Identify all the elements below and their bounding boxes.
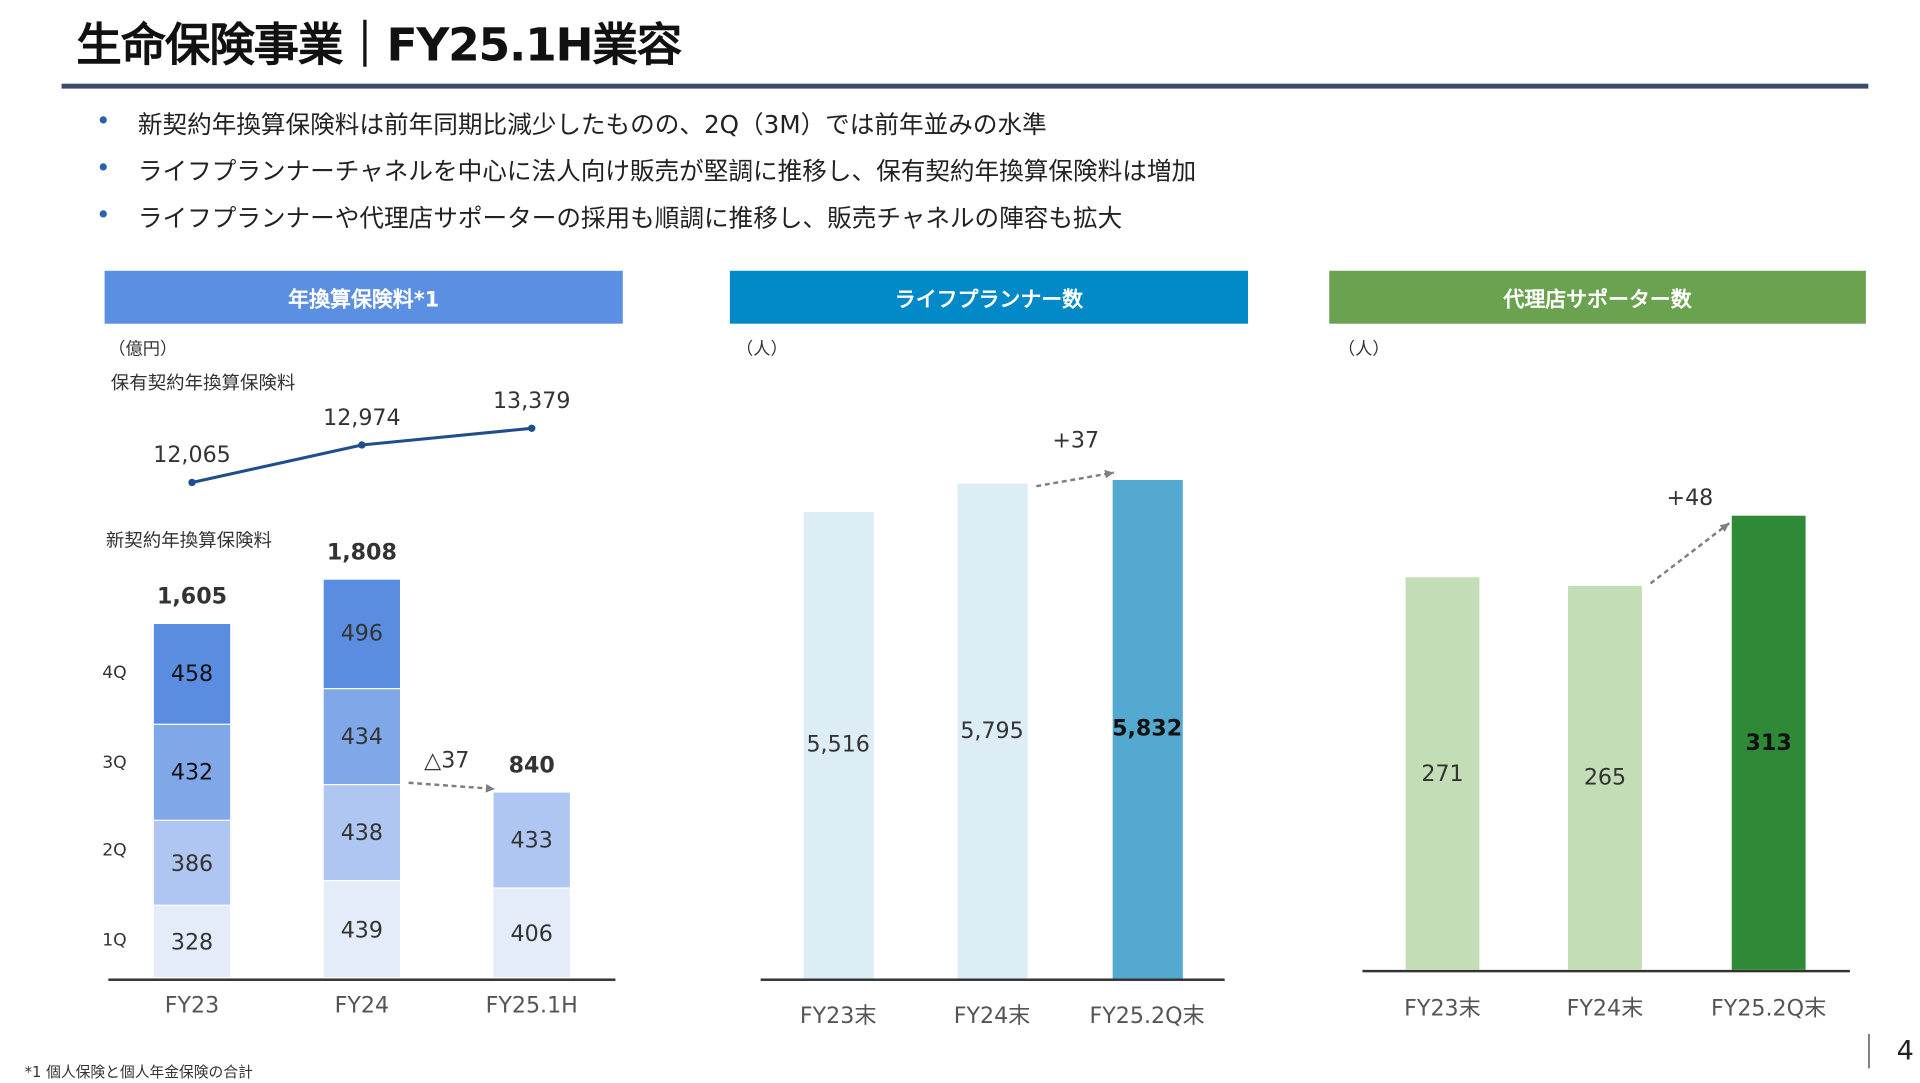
bullet-text: ライフプランナーチャネルを中心に法人向け販売が堅調に推移し、保有契約年換算保険料… [137,156,1197,186]
bar-value-label: 313 [1745,730,1792,757]
annotation-arrow [1649,522,1731,585]
arrow-head-icon [1719,523,1730,532]
bar-value-label: 386 [170,850,214,877]
bar-value-label: 265 [1583,764,1627,791]
bar-value-label: 5,832 [1112,715,1183,742]
bar-segment-2Q [493,793,570,888]
annotation-label: △37 [424,747,470,774]
x-tick-label: FY24末 [953,1003,1031,1029]
line-value-label: 12,065 [153,442,231,469]
line-series-label: 保有契約年換算保険料 [110,371,296,394]
unit-label: （億円） [108,339,178,360]
bar-value-label: 439 [340,917,383,943]
bar [803,512,874,979]
annotation-label: +48 [1666,485,1714,512]
bar-value-label: 328 [170,929,214,956]
bullet-icon: • [96,199,111,229]
bar [1405,576,1480,970]
x-tick-label: FY25.2Q末 [1711,995,1827,1022]
bar [956,483,1028,979]
bar-value-label: 432 [170,760,214,787]
bar-value-label: 5,795 [960,718,1024,745]
arrow-head-icon [485,784,495,793]
bar-total-label: 1,808 [326,539,397,566]
x-tick-label: FY23 [164,992,220,1019]
bar-segment-3Q [153,725,231,820]
line-point [358,441,366,449]
panel-header-agency: 代理店サポーター数 [1329,270,1866,324]
arrow-head-icon [1104,469,1114,479]
line-point [188,478,196,487]
bar [1112,480,1183,979]
x-tick-label: FY25.1H [485,992,578,1019]
line-series [191,426,532,484]
bar-segment-2Q [153,820,231,905]
bar [1568,585,1642,970]
page-divider [1868,1033,1870,1069]
bar-total-label: 840 [508,753,555,780]
bar-value-label: 438 [340,820,383,847]
bar-segment-2Q [323,784,401,881]
bar-segment-4Q [153,624,231,725]
quarter-label: 3Q [102,753,127,773]
annotation-arrow [408,781,495,791]
bar-value-label: 496 [340,621,383,648]
bar-value-label: 434 [340,723,383,750]
x-axis [760,978,1225,981]
x-tick-label: FY23末 [799,1003,877,1029]
quarter-label: 4Q [102,663,127,684]
x-tick-label: FY24 [334,992,390,1019]
bar-segment-4Q [323,579,401,688]
title-rule [61,83,1869,89]
bar-segment-1Q [323,881,401,978]
bar-segment-1Q [153,906,231,978]
quarter-label: 2Q [102,840,127,861]
page-number: 4 [1896,1036,1914,1068]
bar-value-label: 5,516 [806,731,870,758]
bar-segment-1Q [493,888,570,978]
unit-label: （人） [1337,339,1390,360]
unit-label: （人） [736,339,788,360]
page-title: 生命保険事業｜FY25.1H業容 [76,18,682,72]
bar-value-label: 458 [170,661,214,688]
bar-value-label: 271 [1421,761,1464,788]
panel-header-premium: 年換算保険料*1 [104,270,623,324]
bar-value-label: 433 [510,828,553,854]
bullet-icon: • [96,152,111,183]
bar-total-label: 1,605 [156,584,228,611]
x-axis [1362,969,1850,973]
bullet-text: 新契約年換算保険料は前年同期比減少したものの、2Q（3M）では前年並みの水準 [137,109,1047,140]
bullet-icon: • [96,105,111,136]
x-tick-label: FY23末 [1404,995,1481,1022]
quarter-label: 1Q [102,930,127,951]
bar-segment-3Q [323,688,401,784]
footnote: *1 個人保険と個人年金保険の合計 [24,1063,253,1081]
line-value-label: 12,974 [323,404,401,431]
annotation-arrow [1036,471,1115,488]
x-tick-label: FY24末 [1566,995,1644,1022]
line-value-label: 13,379 [492,388,571,415]
bar-value-label: 406 [510,920,553,947]
annotation-label: +37 [1052,427,1100,454]
bar-series-label: 新契約年換算保険料 [105,529,273,552]
x-tick-label: FY25.2Q末 [1089,1003,1205,1029]
bar [1731,516,1806,970]
x-axis [108,978,616,981]
line-point [528,424,536,432]
panel-header-lifeplanner: ライフプランナー数 [729,270,1249,324]
bullet-text: ライフプランナーや代理店サポーターの採用も順調に推移し、販売チャネルの陣容も拡大 [137,203,1123,233]
